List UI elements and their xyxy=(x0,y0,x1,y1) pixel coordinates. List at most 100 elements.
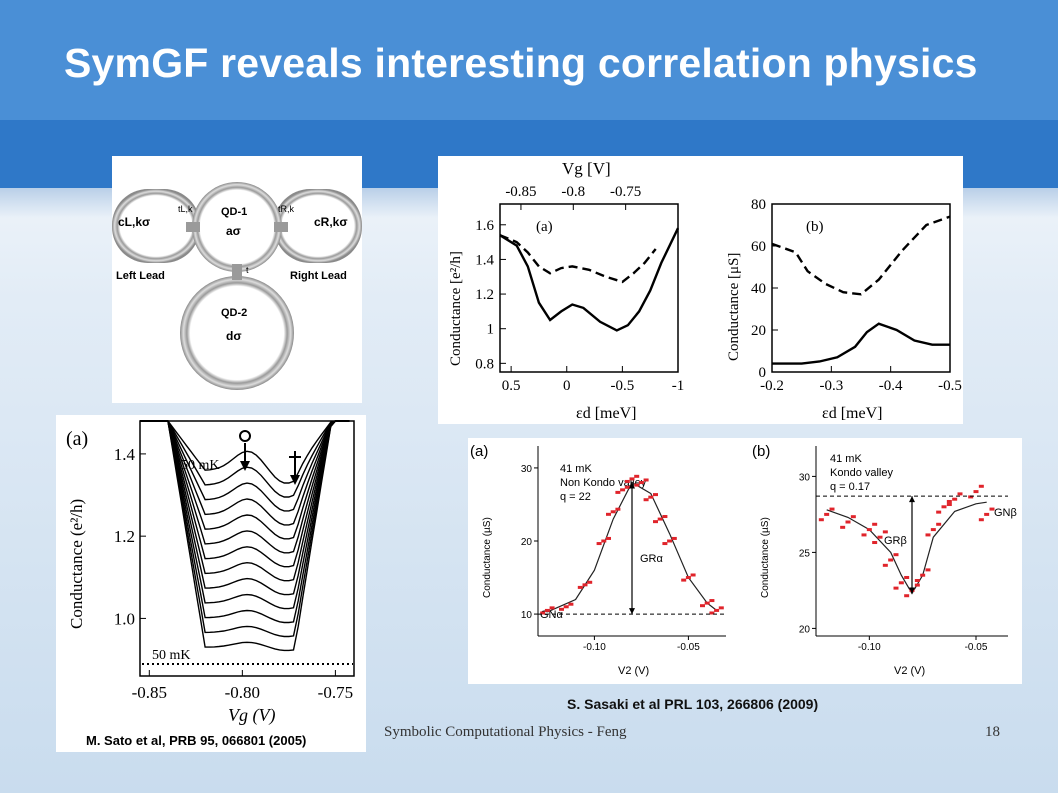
qd1-operator: aσ xyxy=(226,224,241,238)
right-lead-label: Right Lead xyxy=(290,270,347,282)
chart-b-series-dashed xyxy=(771,215,951,296)
diagram-svg: QD-1 aσ QD-2 dσ cL,kσ cR,kσ Left Lead Ri… xyxy=(112,182,362,390)
chart-sasaki-svg: (a) 41 mK Non Kondo valley q = 22 GRα GN… xyxy=(470,443,1017,677)
chart-b-xtick-label: -0.4 xyxy=(879,378,903,394)
chart-sasaki-a-panel-label: (a) xyxy=(470,443,488,460)
qd1-label: QD-1 xyxy=(221,206,247,218)
chart-sasaki-b-fit-line xyxy=(826,501,987,595)
chart-sato-temperature-curve xyxy=(140,420,350,526)
chart-a-top-tick-label: -0.85 xyxy=(505,184,536,200)
chart-sasaki-b-data-point xyxy=(882,563,888,567)
chart-sasaki-a-data-point xyxy=(700,604,705,608)
chart-sato-xlabel: Vg (V) xyxy=(228,705,275,726)
chart-sato-panel-label: (a) xyxy=(66,428,88,450)
chart-a-series-dashed xyxy=(499,234,657,284)
left-coupling xyxy=(186,222,200,232)
right-lead-shape xyxy=(274,189,362,263)
chart-sasaki-b-label-gn: GNβ xyxy=(994,507,1017,519)
chart-sasaki-a-data-point xyxy=(601,539,607,543)
chart-sasaki-a-xlabel: V2 (V) xyxy=(618,665,649,677)
chart-sasaki-a-data-point xyxy=(671,536,677,540)
chart-b-ylabel: Conductance [μS] xyxy=(726,253,742,361)
chart-a-frame xyxy=(499,203,679,373)
chart-sasaki-b-data-point xyxy=(898,581,904,585)
chart-ab-svg: (a) Vg [V] εd [meV] Conductance [e²/h] 0… xyxy=(448,159,962,422)
chart-sasaki-b-text-valley: Kondo valley xyxy=(830,467,893,479)
chart-sasaki-a-data-point xyxy=(662,515,668,519)
chart-b-ytick-label: 20 xyxy=(751,323,766,339)
chart-a-top-axis-label: Vg [V] xyxy=(562,159,611,178)
chart-sasaki-a-data-point xyxy=(648,495,654,499)
chart-sasaki-a-data-point xyxy=(582,583,588,587)
chart-sasaki-a-data-point xyxy=(685,576,691,580)
chart-a-xlabel: εd [meV] xyxy=(576,405,636,422)
chart-sasaki-b-arrow-tail-icon xyxy=(909,496,915,503)
chart-sasaki-a-ytick-label: 10 xyxy=(521,610,533,621)
chart-sasaki-b-ylabel: Conductance (µS) xyxy=(760,517,771,598)
chart-sasaki-b-ytick-label: 30 xyxy=(799,472,811,483)
citation-sasaki: S. Sasaki et al PRL 103, 266806 (2009) xyxy=(567,696,819,712)
chart-sasaki-a-data-point xyxy=(620,488,626,492)
chart-sasaki-a-data-point xyxy=(714,608,720,612)
chart-sasaki-a-data-point xyxy=(690,573,696,577)
left-lead-label: Left Lead xyxy=(116,270,165,282)
chart-sasaki-a-arrow-tail-icon xyxy=(629,608,635,615)
chart-sato-xtick-label: -0.75 xyxy=(318,683,353,702)
chart-sasaki-a-data-point xyxy=(662,542,668,546)
chart-sato-temperature-curve xyxy=(140,420,350,484)
chart-sasaki-a-data-point xyxy=(653,493,658,497)
chart-sasaki-a-data-point xyxy=(606,536,611,540)
chart-sato-frame xyxy=(139,420,355,677)
chart-a-series-solid xyxy=(499,227,680,332)
chart-sasaki-b-data-point xyxy=(920,573,926,577)
chart-sasaki-b-data-point xyxy=(968,495,974,499)
header-band xyxy=(0,0,1058,120)
chart-sasaki-a-data-point xyxy=(629,477,635,481)
chart-sasaki-a-data-point xyxy=(615,490,621,494)
chart-a-ytick-label: 1.4 xyxy=(475,252,494,268)
chart-sasaki-a-data-point xyxy=(643,478,649,482)
chart-sato-xtick-label: -0.85 xyxy=(132,683,167,702)
chart-sato-temperature-curve xyxy=(140,420,350,652)
chart-sasaki-a-data-point xyxy=(549,606,555,610)
chart-sasaki-a-text-temp: 41 mK xyxy=(560,463,592,475)
qd1-circle xyxy=(192,182,282,272)
chart-sasaki-b-data-point xyxy=(936,510,942,514)
page-number: 18 xyxy=(985,724,1000,740)
chart-sasaki-a-arrow-head-icon xyxy=(629,482,635,489)
chart-sasaki-b-label-gr: GRβ xyxy=(884,535,907,547)
chart-sasaki-a-data-point xyxy=(624,479,630,483)
chart-sasaki-b: (b) 41 mK Kondo valley q = 0.17 GRβ GNβ … xyxy=(752,443,1017,677)
chart-sasaki-a-xtick-label: -0.10 xyxy=(583,642,606,653)
chart-sasaki-b-data-point xyxy=(866,528,872,532)
chart-sasaki-a-data-point xyxy=(559,607,564,611)
quantum-dot-diagram: QD-1 aσ QD-2 dσ cL,kσ cR,kσ Left Lead Ri… xyxy=(112,156,362,403)
chart-b-ytick-label: 0 xyxy=(759,365,767,381)
qd2-circle xyxy=(180,276,294,390)
chart-sasaki-b-data-point xyxy=(893,586,899,590)
chart-sasaki-b-data-point xyxy=(882,530,888,534)
chart-sasaki-b-data-point xyxy=(872,522,878,526)
chart-sasaki-a-data-point xyxy=(610,510,616,514)
chart-a-xtick-label: 0.5 xyxy=(502,378,521,394)
chart-sasaki-b-data-point xyxy=(904,594,910,598)
chart-sato-temperature-curve xyxy=(140,420,350,498)
chart-sasaki-b-ytick-label: 25 xyxy=(799,548,811,559)
chart-sasaki-b-data-point xyxy=(957,492,963,496)
chart-sasaki-a-data-point xyxy=(704,601,710,605)
t-right-label: tR,k xyxy=(278,204,295,214)
chart-sato-ytick-label: 1.2 xyxy=(114,527,135,546)
chart-sasaki-a-data-point xyxy=(568,602,574,606)
chart-sasaki-b-xlabel: V2 (V) xyxy=(894,665,925,677)
t-inter-label: t xyxy=(246,265,249,275)
chart-sasaki-a: (a) 41 mK Non Kondo valley q = 22 GRα GN… xyxy=(470,443,726,677)
chart-sasaki-a-ylabel: Conductance (µS) xyxy=(482,517,493,598)
chart-sasaki-a-data-point xyxy=(596,542,602,546)
chart-sato-ytick-label: 1.0 xyxy=(114,609,135,628)
chart-sasaki-a-data-point xyxy=(709,599,715,603)
chart-b-xlabel: εd [meV] xyxy=(822,405,882,422)
chart-sato-conductance: (a) 750 mK 50 mK Vg (V) Conductance (e²/… xyxy=(66,420,355,726)
chart-b-ytick-label: 60 xyxy=(751,239,766,255)
chart-sasaki-a-text-q: q = 22 xyxy=(560,491,591,503)
circle-marker-icon xyxy=(239,430,251,442)
